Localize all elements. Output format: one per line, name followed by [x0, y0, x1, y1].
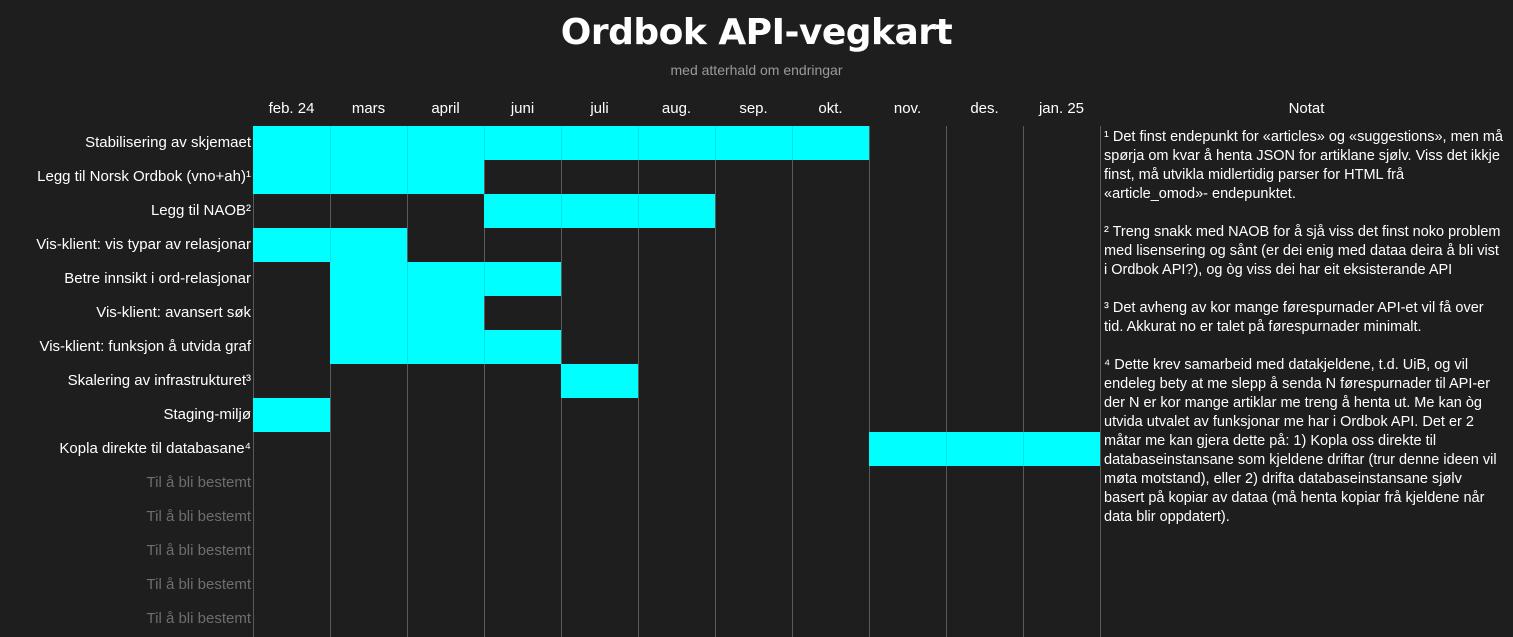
grid-line: [792, 126, 793, 637]
timeline-bar: [253, 228, 407, 262]
note-paragraph: ¹ Det finst endepunkt for «articles» og …: [1104, 129, 1503, 202]
row-label: Vis-klient: vis typar av relasjonar: [36, 236, 251, 253]
row-label: Vis-klient: funksjon å utvida graf: [39, 338, 251, 355]
notes-panel: ¹ Det finst endepunkt for «articles» og …: [1104, 128, 1506, 546]
grid-line: [715, 126, 716, 637]
note-paragraph: ² Treng snakk med NAOB for å sjå viss de…: [1104, 224, 1501, 278]
timeline-bar: [561, 364, 638, 398]
timeline-bar: [253, 398, 330, 432]
timeline-bar: [330, 262, 561, 296]
bar-segment-divider: [484, 126, 485, 160]
gantt-grid: [253, 126, 1101, 637]
month-header: sep.: [739, 100, 768, 117]
row-label: Legg til Norsk Ordbok (vno+ah)¹: [37, 168, 251, 185]
timeline-bar: [484, 194, 715, 228]
row-label: Vis-klient: avansert søk: [96, 304, 251, 321]
timeline-bar: [253, 126, 869, 160]
row-label: Til å bli bestemt: [146, 610, 251, 627]
timeline-bar: [253, 160, 484, 194]
timeline-bar: [330, 330, 561, 364]
grid-line: [484, 126, 485, 637]
grid-line: [330, 126, 331, 637]
bar-segment-divider: [561, 126, 562, 160]
row-label: Til å bli bestemt: [146, 474, 251, 491]
bar-segment-divider: [330, 228, 331, 262]
month-header: aug.: [661, 100, 692, 117]
grid-line: [1100, 126, 1101, 637]
bar-segment-divider: [946, 432, 947, 466]
bar-segment-divider: [330, 126, 331, 160]
page-title: Ordbok API-vegkart: [560, 12, 953, 53]
row-label: Stabilisering av skjemaet: [85, 134, 251, 151]
month-header: juli: [590, 100, 609, 117]
row-label: Kopla direkte til databasane⁴: [59, 440, 251, 457]
month-header: jan. 25: [1038, 100, 1085, 117]
row-label: Staging-miljø: [163, 406, 251, 423]
row-label: Til å bli bestemt: [146, 508, 251, 525]
bar-segment-divider: [407, 296, 408, 330]
grid-line: [407, 126, 408, 637]
row-label: Skalering av infrastrukturet³: [67, 372, 251, 389]
bar-segment-divider: [330, 160, 331, 194]
bar-segment-divider: [1023, 432, 1024, 466]
row-label: Til å bli bestemt: [146, 542, 251, 559]
row-label: Legg til NAOB²: [150, 202, 251, 219]
grid-line: [869, 126, 870, 637]
bar-segment-divider: [484, 262, 485, 296]
bar-segment-divider: [407, 160, 408, 194]
bar-segment-divider: [407, 262, 408, 296]
month-header: mars: [351, 100, 386, 117]
month-header: des.: [970, 100, 999, 117]
month-header: feb. 24: [268, 100, 315, 117]
bar-segment-divider: [638, 126, 639, 160]
month-header: april: [431, 100, 460, 117]
month-header: okt.: [818, 100, 843, 117]
note-paragraph: ³ Det avheng av kor mange førespurnader …: [1104, 300, 1484, 335]
row-label: Betre innsikt i ord-relasjonar: [64, 270, 251, 287]
bar-segment-divider: [715, 126, 716, 160]
grid-line: [253, 126, 254, 637]
bar-segment-divider: [484, 330, 485, 364]
grid-line: [946, 126, 947, 637]
month-header: nov.: [893, 100, 922, 117]
page-subtitle: med atterhald om endringar: [670, 62, 843, 78]
note-paragraph: ⁴ Dette krev samarbeid med datakjeldene,…: [1104, 357, 1497, 525]
timeline-bar: [869, 432, 1100, 466]
grid-line: [638, 126, 639, 637]
bar-segment-divider: [407, 126, 408, 160]
bar-segment-divider: [407, 330, 408, 364]
grid-line: [1023, 126, 1024, 637]
bar-segment-divider: [561, 194, 562, 228]
bar-segment-divider: [638, 194, 639, 228]
row-label: Til å bli bestemt: [146, 576, 251, 593]
timeline-bar: [330, 296, 484, 330]
notes-header: Notat: [1288, 100, 1325, 117]
bar-segment-divider: [792, 126, 793, 160]
month-header: juni: [510, 100, 535, 117]
